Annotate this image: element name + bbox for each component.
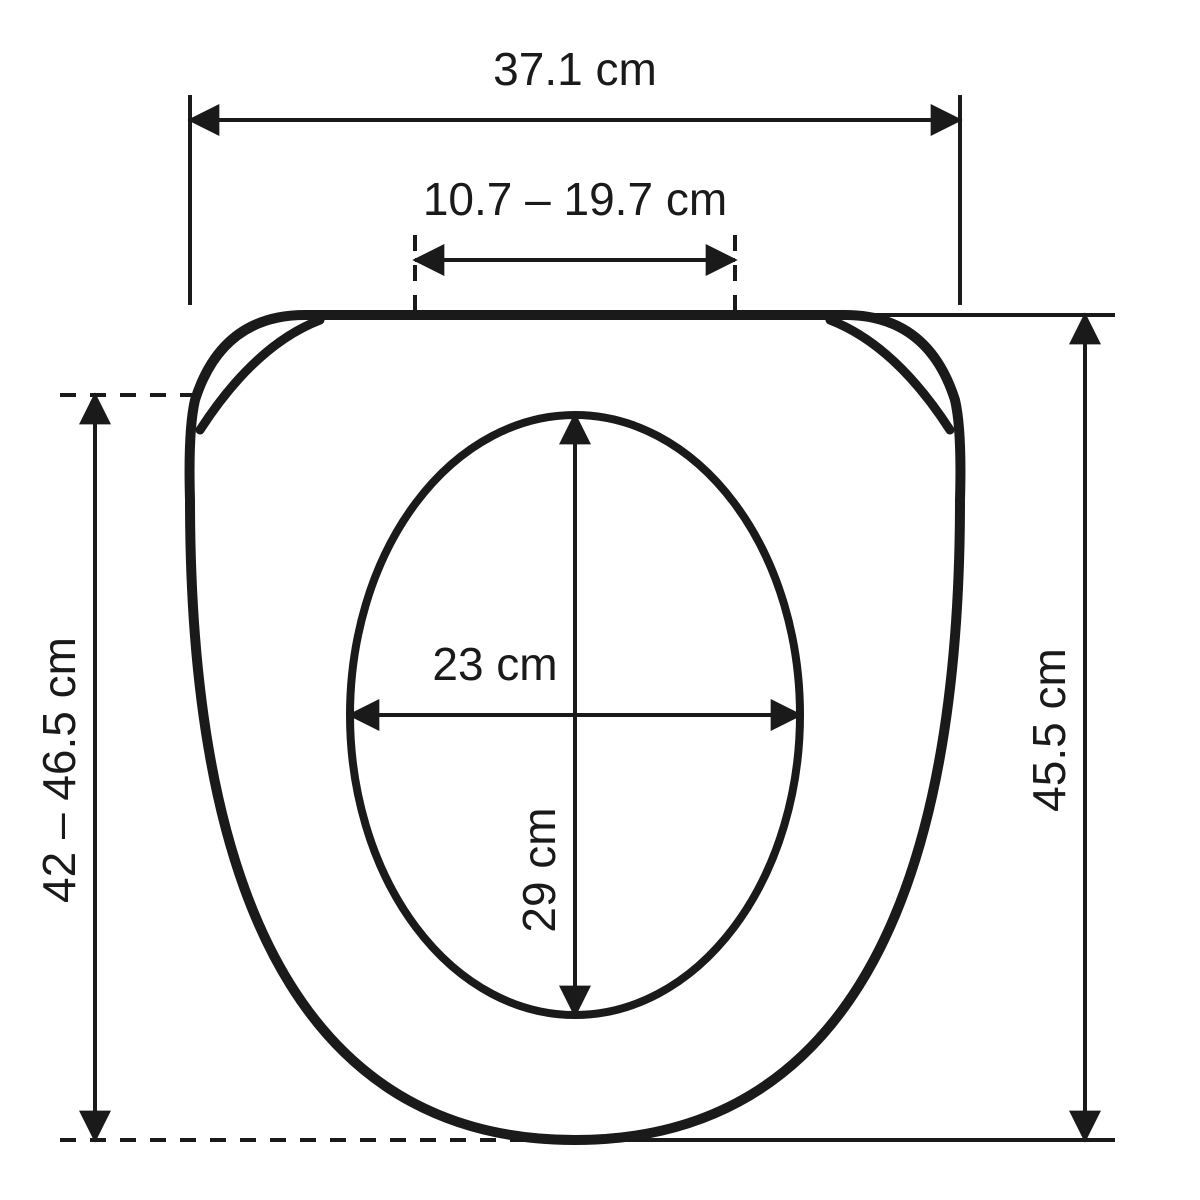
dim-outer-width-label: 37.1 cm <box>493 43 657 95</box>
lid-edge-left <box>200 320 320 430</box>
dim-outer-height-label: 45.5 cm <box>1023 648 1075 812</box>
lid-edge-right <box>830 320 950 430</box>
dim-inner-height-label: 29 cm <box>513 807 565 932</box>
dim-inner-width-label: 23 cm <box>432 638 557 690</box>
technical-drawing: 37.1 cm 10.7 – 19.7 cm 45.5 cm 42 – 46.5… <box>0 0 1200 1200</box>
dim-hinge-spacing-label: 10.7 – 19.7 cm <box>423 173 727 225</box>
dim-mount-depth-label: 42 – 46.5 cm <box>33 637 85 903</box>
